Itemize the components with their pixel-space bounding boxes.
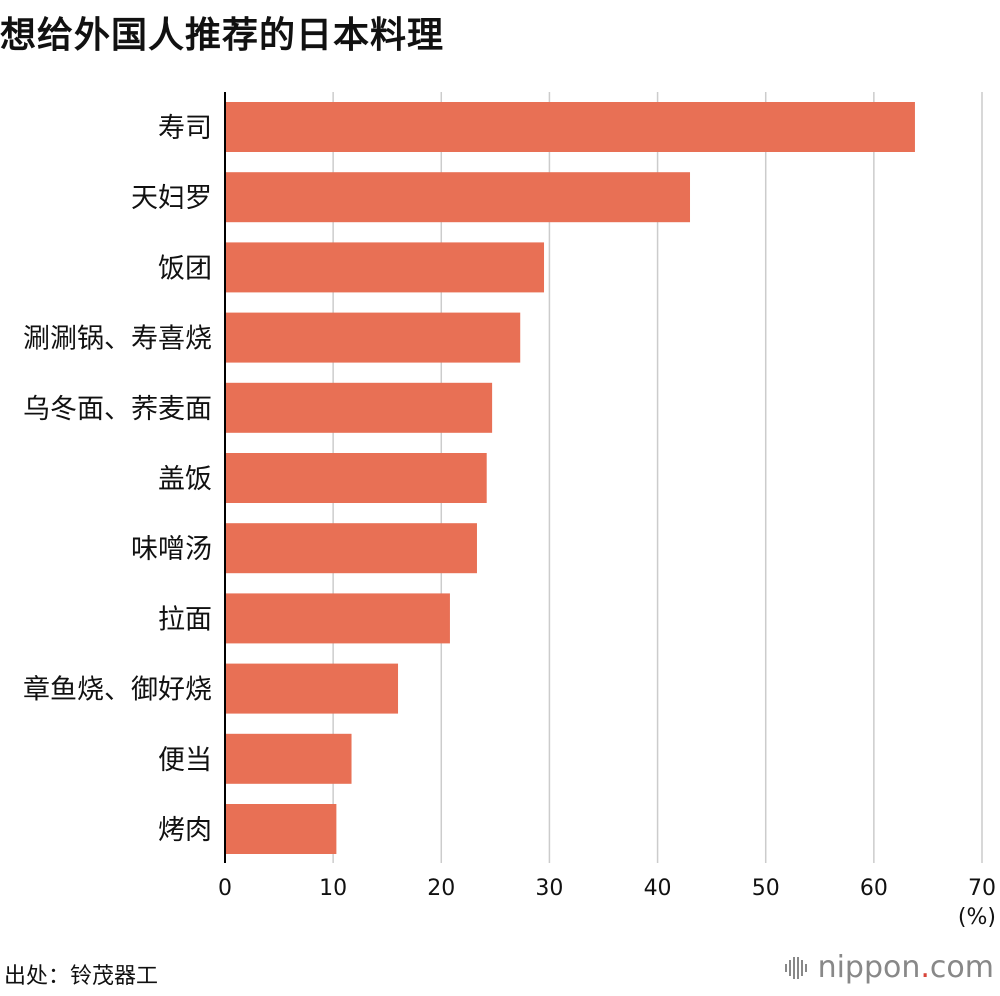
category-label: 天妇罗 xyxy=(131,183,212,214)
category-label: 饭团 xyxy=(158,253,212,284)
chart-title: 想给外国人推荐的日本料理 xyxy=(0,15,445,56)
category-label: 章鱼烧、御好烧 xyxy=(23,675,212,706)
bar xyxy=(225,733,352,784)
bar xyxy=(225,102,915,152)
logo-dot: . xyxy=(920,950,930,985)
x-tick-label: 10 xyxy=(319,876,347,901)
category-label: 乌冬面、荞麦面 xyxy=(23,394,212,425)
bar xyxy=(225,172,691,223)
x-tick-label: 20 xyxy=(427,876,455,901)
nippon-logo-icon xyxy=(784,955,810,981)
x-tick-label: 50 xyxy=(752,876,780,901)
x-axis-unit: (%) xyxy=(958,905,996,930)
bar xyxy=(225,312,521,363)
bar xyxy=(225,523,477,574)
x-tick-label: 70 xyxy=(968,876,996,901)
nippon-logo: nippon. com xyxy=(784,950,994,985)
source-note: 出处：铃茂器工 xyxy=(4,964,159,989)
bar xyxy=(225,382,493,433)
bar xyxy=(225,804,337,854)
bar xyxy=(225,663,399,714)
category-label: 味噌汤 xyxy=(131,534,212,565)
bar-chart: 寿司天妇罗饭团涮涮锅、寿喜烧乌冬面、荞麦面盖饭味噌汤拉面章鱼烧、御好烧便当烤肉 … xyxy=(23,92,996,930)
bar xyxy=(225,242,545,293)
category-label: 寿司 xyxy=(158,113,212,144)
category-label: 便当 xyxy=(158,745,212,776)
logo-name: nippon xyxy=(817,950,921,985)
bar xyxy=(225,593,450,644)
category-label: 盖饭 xyxy=(158,464,212,495)
x-tick-label: 0 xyxy=(218,876,232,901)
bars xyxy=(225,102,915,854)
bar xyxy=(225,453,487,503)
category-label: 拉面 xyxy=(158,604,212,635)
logo-suffix: com xyxy=(929,950,994,985)
category-label: 涮涮锅、寿喜烧 xyxy=(23,324,212,355)
x-tick-label: 60 xyxy=(860,876,888,901)
category-label: 烤肉 xyxy=(158,815,212,846)
x-tick-label: 40 xyxy=(644,876,672,901)
x-axis-ticks: 0 10 20 30 40 50 60 70 xyxy=(218,876,996,901)
x-tick-label: 30 xyxy=(535,876,563,901)
